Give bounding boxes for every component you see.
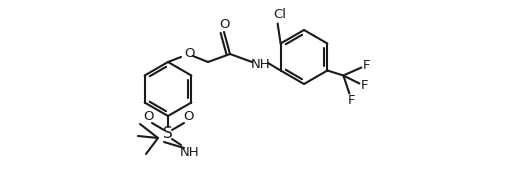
Text: F: F: [363, 59, 370, 72]
Text: S: S: [163, 126, 173, 142]
Text: F: F: [361, 79, 368, 92]
Text: O: O: [184, 46, 194, 60]
Text: O: O: [143, 109, 153, 122]
Text: O: O: [183, 109, 193, 122]
Text: Cl: Cl: [273, 8, 286, 21]
Text: NH: NH: [251, 57, 271, 70]
Text: O: O: [219, 18, 229, 31]
Text: NH: NH: [180, 146, 200, 159]
Text: F: F: [347, 94, 355, 107]
